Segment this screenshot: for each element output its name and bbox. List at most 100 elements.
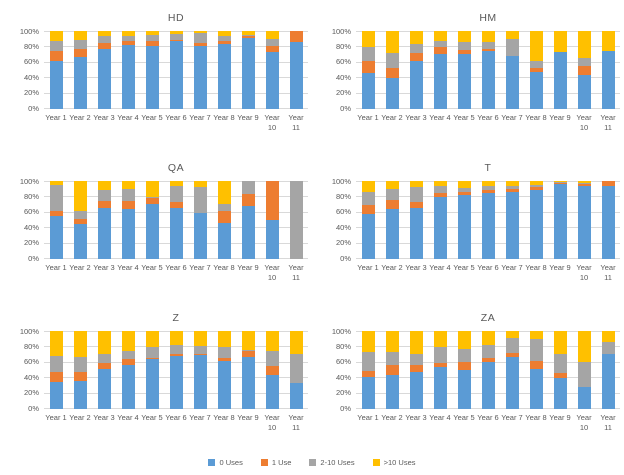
segment-2-10-uses — [169, 34, 183, 40]
segment-0-uses — [577, 387, 591, 409]
segment-1-use — [241, 36, 255, 39]
segment-10-uses — [529, 331, 543, 339]
segment-2-10-uses — [529, 184, 543, 188]
bar-slot — [188, 331, 212, 409]
x-tick-label: Year 11 — [600, 413, 616, 433]
bar-slot — [140, 181, 164, 259]
segment-10-uses — [409, 31, 423, 45]
segment-1-use — [433, 363, 447, 367]
x-tick-label: Year 11 — [288, 413, 304, 433]
segment-0-uses — [385, 209, 399, 259]
x-tick-label: Year 10 — [264, 263, 280, 283]
segment-0-uses — [529, 72, 543, 109]
segment-2-10-uses — [193, 187, 207, 213]
segment-0-uses — [385, 77, 399, 109]
bar-year-4 — [433, 31, 447, 109]
bar-year-9 — [553, 181, 567, 259]
y-axis: 0% 20% 40% 60% 80% 100% — [320, 326, 356, 411]
bar-year-4 — [121, 31, 135, 109]
x-tick-label: Year 1 — [45, 263, 67, 272]
segment-2-10-uses — [577, 183, 591, 185]
segment-0-uses — [265, 52, 279, 109]
bar-year-6 — [169, 31, 183, 109]
bar-year-7 — [505, 181, 519, 259]
segment-10-uses — [385, 31, 399, 53]
segment-1-use — [265, 45, 279, 53]
bar-year-9 — [553, 331, 567, 409]
bar-slot — [116, 31, 140, 109]
segment-10-uses — [409, 181, 423, 188]
segment-10-uses — [193, 31, 207, 34]
segment-1-use — [145, 198, 159, 205]
bar-slot — [188, 181, 212, 259]
segment-10-uses — [121, 181, 135, 189]
segment-0-uses — [601, 50, 615, 109]
x-tick-label: Year 5 — [141, 413, 163, 422]
bar-year-6 — [481, 31, 495, 109]
bar-year-10 — [265, 31, 279, 109]
y-tick-label: 0% — [340, 253, 351, 263]
bar-year-6 — [481, 181, 495, 259]
segment-0-uses — [265, 220, 279, 259]
segment-10-uses — [265, 331, 279, 351]
segment-1-use — [49, 51, 63, 62]
segment-0-uses — [169, 208, 183, 259]
segment-1-use — [409, 365, 423, 373]
segment-10-uses — [553, 181, 567, 182]
x-tick-label: Year 8 — [525, 113, 547, 122]
segment-0-uses — [385, 375, 399, 409]
x-tick-label: Year 3 — [93, 113, 115, 122]
segment-0-uses — [409, 207, 423, 259]
segment-0-uses — [97, 48, 111, 109]
bar-year-5 — [457, 181, 471, 259]
bar-slot — [236, 31, 260, 109]
segment-10-uses — [601, 331, 615, 342]
bar-slot — [500, 331, 524, 409]
segment-1-use — [529, 187, 543, 190]
segment-0-uses — [193, 355, 207, 409]
x-tick-label: Year 9 — [549, 263, 571, 272]
bar-slot — [452, 181, 476, 259]
y-tick-label: 40% — [23, 222, 39, 232]
segment-10-uses — [97, 331, 111, 354]
y-tick-label: 60% — [335, 357, 351, 367]
chart-hm: HM 0% 20% 40% 60% 80% 100% Year 1 Year 2 Year 3… — [320, 4, 620, 154]
bar-year-4 — [121, 331, 135, 409]
y-tick-label: 100% — [331, 326, 351, 336]
segment-0-uses — [73, 56, 87, 109]
segment-2-10-uses — [601, 341, 615, 355]
x-tick-label: Year 1 — [357, 113, 379, 122]
x-tick-label: Year 10 — [576, 263, 592, 283]
chart-title: QA — [167, 162, 185, 174]
bar-slot — [356, 331, 380, 409]
segment-2-10-uses — [73, 40, 87, 49]
segment-1-use — [121, 359, 135, 365]
y-tick-label: 80% — [335, 41, 351, 51]
x-tick-label: Year 2 — [69, 263, 91, 272]
segment-0-uses — [169, 355, 183, 409]
segment-1-use — [481, 189, 495, 194]
segment-0-uses — [457, 195, 471, 259]
x-tick-label: Year 5 — [141, 263, 163, 272]
y-tick-label: 80% — [23, 41, 39, 51]
x-tick-label: Year 2 — [69, 413, 91, 422]
segment-10-uses — [457, 181, 471, 189]
y-tick-label: 100% — [331, 176, 351, 186]
bars — [44, 331, 308, 409]
bar-year-6 — [481, 331, 495, 409]
segment-0-uses — [289, 41, 303, 109]
bar-slot — [596, 181, 620, 259]
legend-swatch-icon — [208, 459, 216, 466]
segment-1-use — [121, 201, 135, 210]
bar-year-8 — [529, 31, 543, 109]
segment-0-uses — [265, 375, 279, 409]
bar-year-2 — [73, 181, 87, 259]
bar-year-4 — [433, 181, 447, 259]
segment-2-10-uses — [577, 362, 591, 388]
segment-2-10-uses — [505, 185, 519, 189]
bar-slot — [356, 31, 380, 109]
bar-year-5 — [145, 331, 159, 409]
segment-0-uses — [409, 61, 423, 109]
bar-slot — [380, 31, 404, 109]
segment-10-uses — [145, 31, 159, 35]
